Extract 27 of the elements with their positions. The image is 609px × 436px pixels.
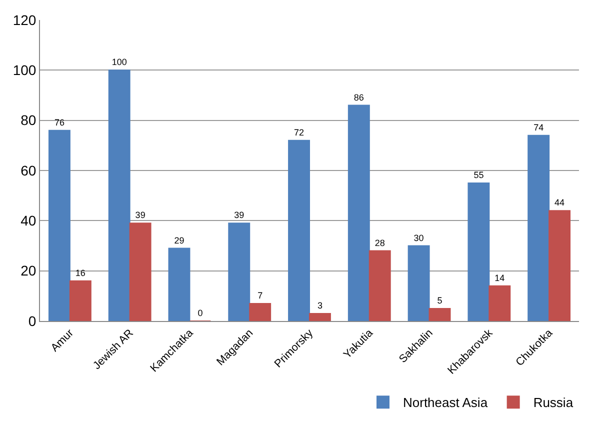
data-label: 39: [234, 210, 244, 220]
legend-label: Russia: [533, 395, 574, 410]
data-label: 14: [494, 272, 505, 283]
data-label: 39: [135, 210, 146, 220]
data-label: 5: [437, 295, 442, 306]
data-label: 55: [474, 170, 484, 180]
data-label: 72: [294, 127, 304, 138]
y-tick-label: 80: [20, 112, 36, 128]
y-tick-label: 40: [20, 212, 36, 229]
legend-label: Northeast Asia: [403, 395, 488, 410]
data-label: 86: [354, 92, 364, 102]
data-label: 29: [174, 235, 184, 246]
data-label: 0: [198, 308, 203, 318]
y-tick-label: 20: [20, 262, 36, 279]
data-label: 74: [534, 122, 544, 132]
y-tick-label: 120: [12, 12, 36, 28]
data-label: 76: [54, 117, 64, 128]
data-label: 30: [414, 232, 424, 243]
data-label: 7: [258, 290, 263, 300]
data-label: 100: [112, 57, 127, 68]
data-label: 28: [374, 238, 385, 248]
data-label: 3: [317, 300, 322, 310]
data-label: 44: [554, 198, 565, 208]
y-tick-label: 60: [20, 162, 36, 178]
y-tick-label: 100: [12, 62, 36, 78]
data-label: 16: [75, 268, 86, 278]
y-tick-label: 0: [28, 312, 36, 329]
